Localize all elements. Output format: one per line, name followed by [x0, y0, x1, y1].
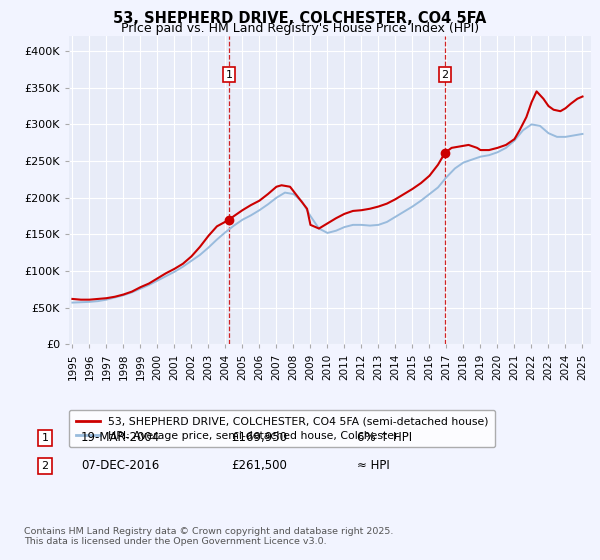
Text: 2: 2: [41, 461, 49, 471]
Text: 2: 2: [442, 69, 449, 80]
Text: 6% ↑ HPI: 6% ↑ HPI: [357, 431, 412, 445]
Text: 07-DEC-2016: 07-DEC-2016: [81, 459, 159, 473]
Text: £261,500: £261,500: [231, 459, 287, 473]
Legend: 53, SHEPHERD DRIVE, COLCHESTER, CO4 5FA (semi-detached house), HPI: Average pric: 53, SHEPHERD DRIVE, COLCHESTER, CO4 5FA …: [69, 410, 495, 447]
Text: 1: 1: [226, 69, 233, 80]
Text: ≈ HPI: ≈ HPI: [357, 459, 390, 473]
Text: Price paid vs. HM Land Registry's House Price Index (HPI): Price paid vs. HM Land Registry's House …: [121, 22, 479, 35]
Text: 53, SHEPHERD DRIVE, COLCHESTER, CO4 5FA: 53, SHEPHERD DRIVE, COLCHESTER, CO4 5FA: [113, 11, 487, 26]
Text: 19-MAR-2004: 19-MAR-2004: [81, 431, 160, 445]
Text: 1: 1: [41, 433, 49, 443]
Text: £169,950: £169,950: [231, 431, 287, 445]
Text: Contains HM Land Registry data © Crown copyright and database right 2025.
This d: Contains HM Land Registry data © Crown c…: [24, 526, 394, 546]
